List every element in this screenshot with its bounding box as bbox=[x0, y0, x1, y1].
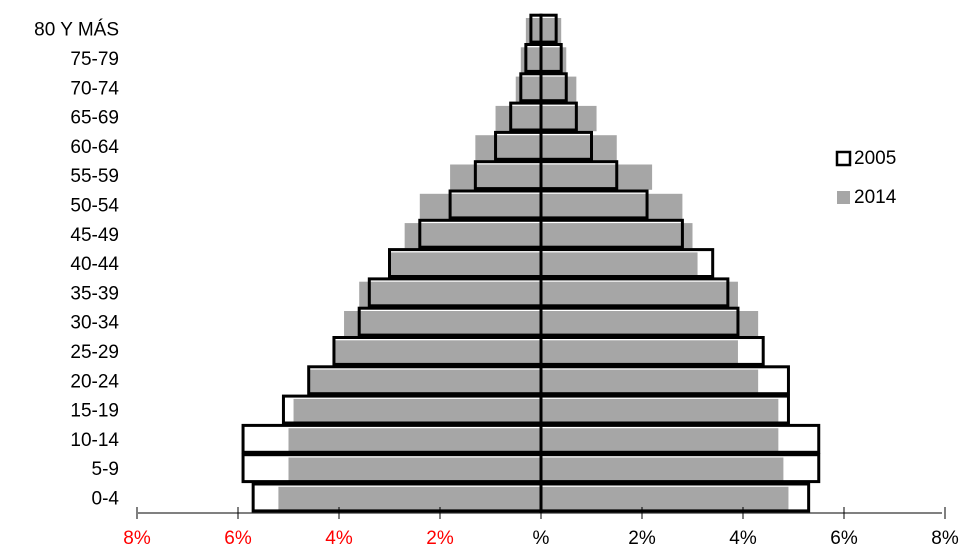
y-tick-label: 55-59 bbox=[70, 166, 119, 187]
x-tick-label: 8% bbox=[931, 528, 959, 548]
legend-swatch-2005 bbox=[835, 150, 852, 167]
x-tick-label: 2% bbox=[628, 528, 656, 548]
bar-2014-left-65-69 bbox=[495, 105, 541, 132]
bar-2014-left-5-9 bbox=[288, 457, 541, 483]
x-tick-label: 6% bbox=[224, 528, 252, 548]
series-2014-bars bbox=[278, 18, 789, 513]
y-tick-label: 10-14 bbox=[70, 430, 119, 451]
y-tick-label: 80 Y MÁS bbox=[34, 20, 119, 41]
bar-2014-left-20-24 bbox=[308, 369, 541, 395]
bar-2014-right-55-59 bbox=[541, 164, 653, 190]
legend: 2005 2014 bbox=[835, 148, 897, 208]
y-tick-label: 70-74 bbox=[70, 78, 119, 99]
bar-2014-right-5-9 bbox=[541, 457, 784, 483]
bar-2014-left-25-29 bbox=[333, 340, 541, 366]
bar-2014-left-50-54 bbox=[419, 193, 541, 220]
bar-2014-left-10-14 bbox=[288, 428, 541, 454]
bar-2014-right-15-19 bbox=[541, 398, 779, 425]
x-tick-label: 6% bbox=[830, 528, 858, 548]
bar-2014-right-60-64 bbox=[541, 135, 617, 161]
y-tick-label: 50-54 bbox=[70, 195, 119, 216]
bar-2014-right-50-54 bbox=[541, 193, 683, 220]
bar-2014-right-70-74 bbox=[541, 76, 577, 102]
bar-2014-left-80 Y MÁS bbox=[525, 18, 541, 44]
y-tick-label: 5-9 bbox=[92, 459, 119, 480]
x-tick-label: 2% bbox=[426, 528, 454, 548]
y-tick-label: 45-49 bbox=[70, 225, 119, 246]
y-tick-label: 15-19 bbox=[70, 401, 119, 422]
y-tick-label: 40-44 bbox=[70, 254, 119, 275]
x-tick-label: 4% bbox=[325, 528, 353, 548]
bar-2014-left-45-49 bbox=[404, 223, 541, 249]
legend-swatch-2014 bbox=[837, 191, 850, 204]
bar-2014-left-30-34 bbox=[344, 311, 541, 337]
bar-2014-right-20-24 bbox=[541, 369, 759, 395]
y-tick-label: 25-29 bbox=[70, 342, 119, 363]
bar-2014-right-80 Y MÁS bbox=[541, 18, 562, 44]
x-tick-label: 4% bbox=[729, 528, 757, 548]
legend-label-2014: 2014 bbox=[854, 187, 897, 208]
bar-2014-right-35-39 bbox=[541, 281, 738, 307]
y-tick-label: 0-4 bbox=[92, 488, 120, 509]
y-tick-label: 20-24 bbox=[70, 371, 119, 392]
bar-2014-right-40-44 bbox=[541, 252, 698, 278]
bar-2014-left-40-44 bbox=[389, 252, 541, 278]
y-tick-label: 65-69 bbox=[70, 108, 119, 129]
bar-2014-left-55-59 bbox=[450, 164, 541, 190]
y-tick-label: 30-34 bbox=[70, 313, 119, 334]
y-tick-label: 75-79 bbox=[70, 49, 119, 70]
y-tick-label: 35-39 bbox=[70, 283, 119, 304]
y-tick-label: 60-64 bbox=[70, 137, 119, 158]
bar-2014-right-30-34 bbox=[541, 311, 759, 337]
y-axis-tick-labels: 80 Y MÁS 75-79 70-74 65-69 60-64 55-59 50-54 45… bbox=[34, 20, 119, 510]
bar-2014-left-60-64 bbox=[475, 135, 541, 161]
bar-2014-right-45-49 bbox=[541, 223, 693, 249]
bar-2014-left-35-39 bbox=[359, 281, 541, 307]
bar-2014-right-65-69 bbox=[541, 105, 597, 132]
bar-2014-right-10-14 bbox=[541, 428, 779, 454]
legend-label-2005: 2005 bbox=[854, 148, 896, 169]
bar-2014-left-15-19 bbox=[293, 398, 541, 425]
bar-2014-left-0-4 bbox=[278, 486, 541, 513]
bar-2014-right-0-4 bbox=[541, 486, 789, 513]
x-tick-label: % bbox=[533, 528, 550, 548]
bar-2014-right-25-29 bbox=[541, 340, 738, 366]
bar-2014-left-75-79 bbox=[520, 47, 541, 73]
x-axis-ticks: 8% 6% 4% 2%% 2% 4% 6% 8% bbox=[123, 507, 959, 548]
x-tick-label: 8% bbox=[123, 528, 151, 548]
